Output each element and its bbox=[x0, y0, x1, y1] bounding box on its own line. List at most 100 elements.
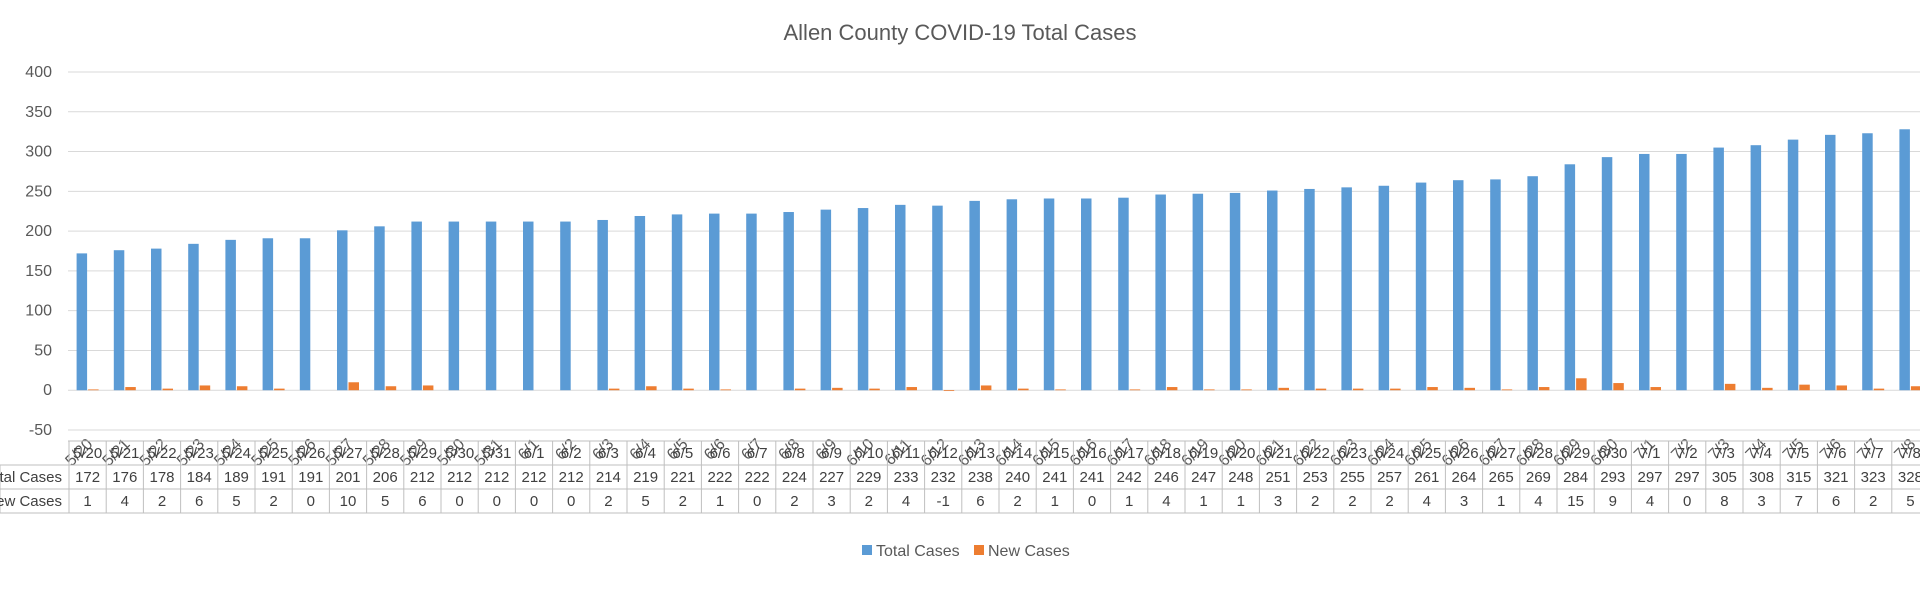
table-cell-total-cases: 222 bbox=[745, 469, 770, 486]
bar-total-cases bbox=[76, 253, 88, 391]
table-cell-total-cases: 176 bbox=[112, 469, 137, 486]
table-header-cell: 6/12 bbox=[929, 445, 958, 462]
table-cell-total-cases: 224 bbox=[782, 469, 807, 486]
bar-total-cases bbox=[1825, 134, 1836, 391]
bar-new-cases bbox=[1910, 386, 1920, 391]
y-tick-label: -50 bbox=[29, 422, 52, 439]
bar-new-cases bbox=[125, 387, 136, 391]
table-cell-new-cases: 15 bbox=[1567, 493, 1584, 510]
table-header-cell: 6/27 bbox=[1487, 445, 1516, 462]
table-header-cell: 7/2 bbox=[1677, 445, 1698, 462]
bar-total-cases bbox=[1676, 153, 1687, 391]
table-cell-total-cases: 172 bbox=[75, 469, 100, 486]
bar-new-cases bbox=[1241, 389, 1252, 391]
table-cell-total-cases: 297 bbox=[1637, 469, 1662, 486]
table-header-cell: 6/28 bbox=[1524, 445, 1553, 462]
bar-total-cases bbox=[709, 213, 720, 391]
table-header-cell: 6/20 bbox=[1226, 445, 1255, 462]
bar-new-cases bbox=[1464, 387, 1475, 391]
bar-total-cases bbox=[262, 238, 274, 391]
table-header-cell: 5/26 bbox=[296, 445, 325, 462]
bar-total-cases bbox=[1453, 180, 1464, 391]
table-cell-total-cases: 178 bbox=[149, 469, 174, 486]
table-cell-new-cases: 6 bbox=[418, 493, 426, 510]
table-cell-total-cases: 214 bbox=[596, 469, 621, 486]
table-cell-new-cases: 5 bbox=[1906, 493, 1914, 510]
bar-total-cases bbox=[895, 204, 906, 391]
table-header-cell: 6/15 bbox=[1040, 445, 1069, 462]
table-header-cell: 7/3 bbox=[1714, 445, 1735, 462]
bar-new-cases bbox=[1576, 378, 1587, 391]
data-table: 5/20 5/21 5/22 5/23 5/24 5/25 5/26 5/27 5/28 5/29… bbox=[0, 440, 1920, 514]
table-header-cell: 6/18 bbox=[1152, 445, 1181, 462]
table-cell-total-cases: 315 bbox=[1786, 469, 1811, 486]
table-cell-total-cases: 248 bbox=[1228, 469, 1253, 486]
table-cell-total-cases: 233 bbox=[893, 469, 918, 486]
table-cell-new-cases: 3 bbox=[1757, 493, 1765, 510]
bar-new-cases bbox=[1762, 387, 1773, 391]
table-header-cell: 6/25 bbox=[1412, 445, 1441, 462]
table-header-cell: 5/27 bbox=[333, 445, 362, 462]
bar-new-cases bbox=[1390, 388, 1401, 391]
bar-total-cases bbox=[1527, 176, 1538, 391]
table-cell-new-cases: 0 bbox=[530, 493, 538, 510]
bar-total-cases bbox=[1899, 129, 1910, 391]
table-cell-new-cases: 5 bbox=[641, 493, 649, 510]
table-header-cell: 6/4 bbox=[635, 445, 656, 462]
bar-new-cases bbox=[1836, 385, 1847, 391]
bars bbox=[76, 129, 1920, 392]
table-cell-total-cases: 189 bbox=[224, 469, 249, 486]
table-cell-new-cases: 0 bbox=[753, 493, 761, 510]
table-row-label-total-cases: Total Cases bbox=[0, 469, 62, 486]
bar-total-cases bbox=[374, 226, 385, 391]
table-cell-total-cases: 227 bbox=[819, 469, 844, 486]
table-header-cell: 6/1 bbox=[524, 445, 545, 462]
table-header-cell: 6/14 bbox=[1003, 445, 1032, 462]
bar-new-cases bbox=[1204, 389, 1215, 391]
table-cell-total-cases: 240 bbox=[1005, 469, 1030, 486]
bar-new-cases bbox=[646, 386, 657, 391]
table-cell-total-cases: 284 bbox=[1563, 469, 1588, 486]
bar-total-cases bbox=[1081, 198, 1092, 391]
table-cell-new-cases: 2 bbox=[865, 493, 873, 510]
table-header-cell: 6/16 bbox=[1077, 445, 1106, 462]
bar-total-cases bbox=[1267, 190, 1278, 391]
bar-total-cases bbox=[1750, 145, 1762, 391]
table-cell-total-cases: 253 bbox=[1303, 469, 1328, 486]
legend: Total Cases New Cases bbox=[862, 543, 1070, 560]
bar-new-cases bbox=[1538, 387, 1550, 391]
table-cell-new-cases: 1 bbox=[1125, 493, 1133, 510]
bar-total-cases bbox=[188, 243, 199, 391]
bar-total-cases bbox=[634, 215, 646, 391]
bar-total-cases bbox=[746, 213, 757, 391]
bar-new-cases bbox=[1352, 388, 1364, 391]
table-cell-total-cases: 305 bbox=[1712, 469, 1737, 486]
table-cell-total-cases: 242 bbox=[1117, 469, 1142, 486]
table-cell-total-cases: 206 bbox=[373, 469, 398, 486]
table-header-cell: 7/6 bbox=[1826, 445, 1847, 462]
legend-swatch-total-cases bbox=[862, 545, 872, 555]
table-cell-total-cases: 241 bbox=[1042, 469, 1067, 486]
table-cell-total-cases: 212 bbox=[447, 469, 472, 486]
bar-new-cases bbox=[1873, 388, 1885, 391]
bar-total-cases bbox=[1341, 187, 1352, 391]
bar-total-cases bbox=[523, 221, 534, 391]
y-tick-label: 150 bbox=[25, 263, 52, 280]
table-cell-new-cases: 0 bbox=[1683, 493, 1691, 510]
bar-new-cases bbox=[720, 389, 731, 391]
bar-total-cases bbox=[448, 221, 460, 391]
bar-new-cases bbox=[943, 390, 955, 392]
table-cell-total-cases: 222 bbox=[707, 469, 732, 486]
table-cell-new-cases: 1 bbox=[1237, 493, 1245, 510]
y-tick-label: 250 bbox=[25, 183, 52, 200]
table-cell-total-cases: 251 bbox=[1265, 469, 1290, 486]
bar-new-cases bbox=[1166, 387, 1178, 391]
bar-total-cases bbox=[337, 230, 348, 391]
table-cell-total-cases: 246 bbox=[1154, 469, 1179, 486]
table-header-cell: 6/22 bbox=[1301, 445, 1330, 462]
table-header-cell: 6/11 bbox=[892, 445, 920, 462]
table-header-cell: 5/31 bbox=[482, 445, 511, 462]
table-cell-new-cases: 2 bbox=[604, 493, 612, 510]
bar-new-cases bbox=[1055, 389, 1066, 391]
bar-total-cases bbox=[1006, 199, 1018, 391]
